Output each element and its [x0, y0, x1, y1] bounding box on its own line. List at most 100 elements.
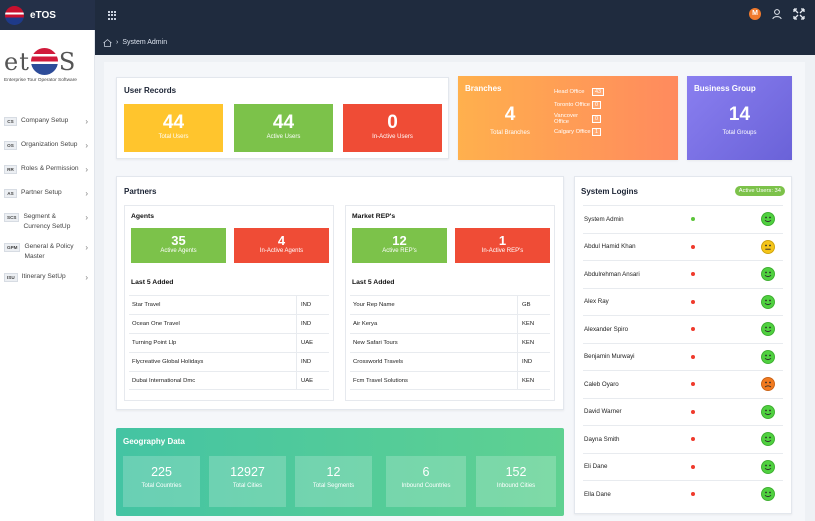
login-row[interactable]: Eli Dane	[583, 452, 783, 481]
table-row[interactable]: Your Rep Name GB	[350, 295, 550, 314]
inactive-users-tile[interactable]: 0 In-Active Users	[343, 104, 442, 152]
nav-tag: ISU	[4, 273, 18, 282]
login-row[interactable]: Benjamin Murwayi	[583, 342, 783, 371]
apps-grid-icon[interactable]	[108, 11, 117, 20]
chevron-right-icon: ›	[85, 243, 88, 252]
login-row[interactable]: Abdulrehman Ansari	[583, 260, 783, 288]
nav-tag: SCS	[4, 213, 20, 222]
nav-tag: RR	[4, 165, 17, 174]
sidebar-item-general-policy-master[interactable]: GPM General & Policy Master ›	[0, 242, 94, 262]
sidebar-item-segment-currency-setup[interactable]: SCS Segment & Currency SetUp ›	[0, 212, 94, 232]
login-row[interactable]: Alex Ray	[583, 287, 783, 316]
inactive-users-label: In-Active Users	[372, 134, 413, 140]
login-row[interactable]: Ella Dane	[583, 480, 783, 508]
user-avatar[interactable]: M	[749, 8, 761, 20]
active-users-value: 44	[272, 112, 295, 133]
agent-country: IND	[296, 315, 329, 333]
inactive-agents-tile[interactable]: 4 In-Active Agents	[234, 228, 329, 263]
sidebar-item-organization-setup[interactable]: OS Organization Setup ›	[0, 140, 94, 154]
total-segments-tile[interactable]: 12 Total Segments	[295, 456, 372, 507]
agents-last-added-title: Last 5 Added	[131, 279, 174, 286]
fullscreen-icon[interactable]	[793, 8, 805, 20]
total-countries-tile[interactable]: 225 Total Countries	[123, 456, 200, 507]
inbound-cities-tile[interactable]: 152 Inbound Cities	[476, 456, 556, 507]
offline-status-dot	[691, 492, 695, 497]
agent-country: UAE	[296, 334, 329, 352]
system-logins-card: System Logins Active Users: 34 System Ad…	[574, 176, 792, 514]
sidebar-item-roles-permission[interactable]: RR Roles & Permission ›	[0, 164, 94, 178]
user-profile-icon[interactable]	[771, 8, 783, 20]
logo-word-right: S	[58, 47, 77, 76]
total-users-tile[interactable]: 44 Total Users	[124, 104, 223, 152]
sidebar-item-label: Organization Setup	[21, 141, 78, 148]
table-row[interactable]: Flycreative Global Holidays IND	[129, 352, 329, 371]
login-row[interactable]: Dayna Smith	[583, 425, 783, 453]
geography-title: Geography Data	[123, 437, 185, 446]
active-users-tile[interactable]: 44 Active Users	[234, 104, 333, 152]
brand[interactable]: eTOS	[0, 0, 95, 30]
agent-name: Star Travel	[132, 302, 161, 308]
login-row[interactable]: Alexander Spiro	[583, 315, 783, 343]
branch-count-badge: 1	[592, 128, 601, 137]
login-user-name: Ella Dane	[584, 490, 611, 498]
chevron-right-icon: ›	[85, 189, 88, 198]
branch-office-list: Head Office 43 Toronto Office 0 Vancover O…	[554, 85, 604, 139]
sidebar-item-company-setup[interactable]: CS Company Setup ›	[0, 116, 94, 130]
chevron-right-icon: ›	[85, 117, 88, 126]
rep-name: Your Rep Name	[353, 302, 395, 308]
table-row[interactable]: New Safari Tours KEN	[350, 333, 550, 352]
geography-card: Geography Data 225 Total Countries 12927…	[116, 428, 564, 516]
table-row[interactable]: Ocean One Travel IND	[129, 314, 329, 333]
chevron-right-icon: ›	[85, 273, 88, 282]
rep-country: GB	[517, 296, 550, 314]
login-row[interactable]: Abdul Hamid Khan	[583, 232, 783, 261]
active-agents-value: 35	[171, 233, 186, 248]
inactive-users-value: 0	[387, 112, 398, 133]
logo-globe-icon	[30, 48, 58, 75]
active-agents-tile[interactable]: 35 Active Agents	[131, 228, 226, 263]
inbound-countries-tile[interactable]: 6 Inbound Countries	[386, 456, 466, 507]
dashboard-main: User Records 44 Total Users 44 Active Us…	[104, 62, 805, 521]
table-row[interactable]: Turning Point Llp UAE	[129, 333, 329, 352]
happy-face-icon	[761, 432, 775, 447]
active-reps-tile[interactable]: 12 Active REP's	[352, 228, 447, 263]
active-users-badge: Active Users: 34	[734, 186, 785, 196]
total-cities-tile[interactable]: 12927 Total Cities	[209, 456, 286, 507]
branches-card[interactable]: Branches 4 Total Branches Head Office 43 …	[458, 76, 678, 160]
login-user-name: System Admin	[584, 215, 624, 223]
total-groups-stat: 14 Total Groups	[687, 104, 792, 136]
partners-card: Partners Agents 35 Active Agents 4 In-Ac…	[116, 176, 564, 410]
offline-status-dot	[691, 409, 695, 414]
sidebar-item-partner-setup[interactable]: AS Partner Setup ›	[0, 188, 94, 202]
login-row[interactable]: Caleb Oyaro	[583, 370, 783, 398]
rep-name: Air Kerya	[353, 321, 378, 327]
offline-status-dot	[691, 299, 695, 304]
inactive-reps-tile[interactable]: 1 In-Active REP's	[455, 228, 550, 263]
table-row[interactable]: Fcm Travel Solutions KEN	[350, 371, 550, 390]
table-row[interactable]: Star Travel IND	[129, 295, 329, 314]
chevron-right-icon: ›	[85, 165, 88, 174]
agents-panel: Agents 35 Active Agents 4 In-Active Agen…	[124, 205, 334, 401]
table-row[interactable]: Crossworld Travels IND	[350, 352, 550, 371]
login-row[interactable]: David Warner	[583, 397, 783, 426]
total-branches-label: Total Branches	[490, 130, 530, 136]
login-row[interactable]: System Admin	[583, 205, 783, 233]
offline-status-dot	[691, 272, 695, 277]
inactive-agents-label: In-Active Agents	[259, 248, 304, 254]
sidebar-item-label: Roles & Permission	[21, 165, 79, 172]
happy-face-icon	[761, 459, 775, 474]
branch-name: Head Office	[554, 88, 585, 95]
branch-name: Vancover Office	[554, 112, 579, 125]
agent-country: IND	[296, 353, 329, 371]
sad-face-icon	[761, 377, 775, 392]
sidebar-item-itinerary-setup[interactable]: ISU Itinerary SetUp ›	[0, 272, 94, 286]
business-group-title: Business Group	[694, 84, 756, 93]
home-icon[interactable]	[103, 38, 112, 47]
table-row[interactable]: Air Kerya KEN	[350, 314, 550, 333]
offline-status-dot	[691, 244, 695, 249]
user-records-title: User Records	[124, 86, 177, 95]
table-row[interactable]: Dubai International Dmc UAE	[129, 371, 329, 390]
branch-count-badge: 0	[592, 101, 601, 110]
business-group-card[interactable]: Business Group 14 Total Groups	[687, 76, 792, 160]
app-title: eTOS	[30, 9, 56, 21]
